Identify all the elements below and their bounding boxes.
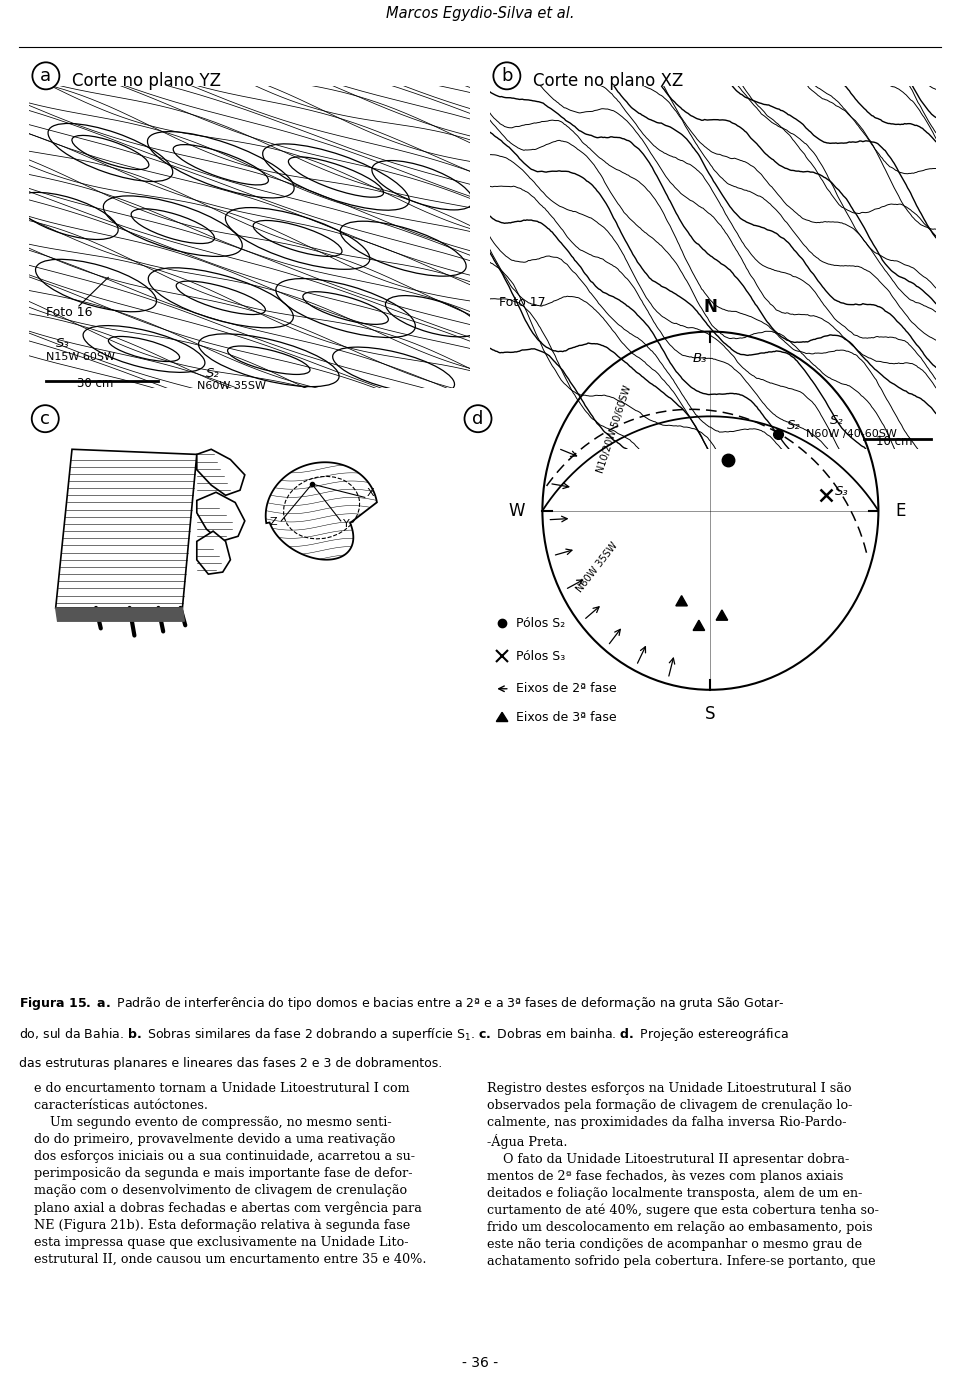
Text: $\mathbf{Figura\ 15.\ a.}$ Padrão de interferência do tipo domos e bacias entre : $\mathbf{Figura\ 15.\ a.}$ Padrão de int… xyxy=(19,994,784,1013)
Text: S₃: S₃ xyxy=(56,337,69,350)
Polygon shape xyxy=(56,608,184,621)
Text: Pólos S₃: Pólos S₃ xyxy=(516,649,564,663)
Polygon shape xyxy=(197,531,230,574)
Text: N15W 60SW: N15W 60SW xyxy=(46,352,115,362)
Text: b: b xyxy=(501,67,513,85)
Text: N: N xyxy=(704,298,717,316)
Text: Z: Z xyxy=(270,517,277,527)
Polygon shape xyxy=(197,492,245,541)
Text: Foto 17: Foto 17 xyxy=(499,295,546,309)
Text: Y: Y xyxy=(343,519,349,528)
Text: e do encurtamento tornam a Unidade Litoestrutural I com
características autócton: e do encurtamento tornam a Unidade Litoe… xyxy=(34,1082,426,1265)
Text: - 36 -: - 36 - xyxy=(462,1356,498,1370)
Text: N60W /40-60SW: N60W /40-60SW xyxy=(806,429,898,440)
Text: E: E xyxy=(896,502,906,520)
Text: Marcos Egydio-Silva et al.: Marcos Egydio-Silva et al. xyxy=(386,7,574,21)
Text: Corte no plano XZ: Corte no plano XZ xyxy=(533,72,684,90)
Text: do, sul da Bahia. $\mathbf{b.}$ Sobras similares da fase 2 dobrando a superfície: do, sul da Bahia. $\mathbf{b.}$ Sobras s… xyxy=(19,1026,789,1043)
Polygon shape xyxy=(266,462,377,560)
Text: S₂: S₂ xyxy=(787,419,801,431)
Text: d: d xyxy=(472,409,484,427)
Text: N60W 35SW: N60W 35SW xyxy=(574,540,620,594)
Polygon shape xyxy=(716,610,728,620)
Text: S₂: S₂ xyxy=(206,366,220,380)
Text: B₃: B₃ xyxy=(693,352,708,365)
Text: S: S xyxy=(706,705,715,723)
Text: Foto 16: Foto 16 xyxy=(46,307,92,319)
Text: 30 cm: 30 cm xyxy=(77,377,113,390)
Text: 10 cm: 10 cm xyxy=(876,436,913,448)
Text: X: X xyxy=(367,488,374,498)
Text: W: W xyxy=(509,502,525,520)
Text: Corte no plano YZ: Corte no plano YZ xyxy=(72,72,221,90)
Text: S₃: S₃ xyxy=(835,485,849,498)
Polygon shape xyxy=(693,620,705,631)
Text: Registro destes esforços na Unidade Litoestrutural I são
observados pela formaçã: Registro destes esforços na Unidade Lito… xyxy=(487,1082,878,1268)
Text: c: c xyxy=(40,409,50,427)
Polygon shape xyxy=(676,595,687,606)
Polygon shape xyxy=(197,449,245,495)
Text: Eixos de 2ª fase: Eixos de 2ª fase xyxy=(516,682,616,695)
Polygon shape xyxy=(56,449,197,608)
Text: S₂: S₂ xyxy=(830,413,844,427)
Text: Eixos de 3ª fase: Eixos de 3ª fase xyxy=(516,712,616,724)
Text: das estruturas planares e lineares das fases 2 e 3 de dobramentos.: das estruturas planares e lineares das f… xyxy=(19,1057,443,1071)
Text: N60W 35SW: N60W 35SW xyxy=(197,381,266,391)
Polygon shape xyxy=(496,713,508,721)
Text: a: a xyxy=(40,67,52,85)
Text: Pólos S₂: Pólos S₂ xyxy=(516,617,564,630)
Text: N10/20W 50/60SW: N10/20W 50/60SW xyxy=(595,384,634,474)
